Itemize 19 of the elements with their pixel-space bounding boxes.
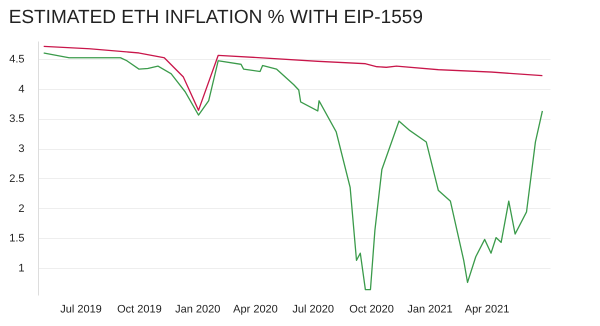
x-tick-label: Oct 2019 [117, 304, 162, 316]
y-tick-label: 2.5 [9, 172, 24, 185]
x-tick-label: Oct 2020 [349, 304, 394, 316]
x-tick-label: Jan 2021 [407, 304, 453, 316]
x-tick-label: Apr 2021 [464, 304, 510, 316]
x-tick-label: Jan 2020 [175, 304, 220, 316]
y-tick-label: 4 [18, 83, 24, 96]
line-series [43, 46, 544, 111]
y-tick-label: 3.5 [9, 113, 24, 126]
line-series [43, 52, 544, 290]
x-tick-label: Jul 2020 [292, 304, 334, 316]
y-tick-label: 1.5 [9, 232, 24, 245]
y-tick-label: 1 [18, 262, 24, 275]
y-tick-label: 2 [18, 202, 24, 215]
y-tick-label: 3 [18, 143, 24, 156]
x-tick-label: Jul 2019 [60, 304, 102, 316]
chart-title: ESTIMATED ETH INFLATION % WITH EIP-1559 [8, 7, 423, 28]
x-tick-label: Apr 2020 [233, 304, 278, 316]
y-tick-label: 4.5 [9, 53, 24, 66]
